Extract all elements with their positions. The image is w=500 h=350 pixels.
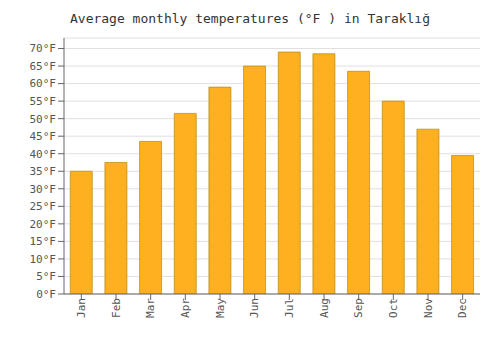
svg-text:25°F: 25°F — [30, 200, 57, 213]
svg-text:Jun: Jun — [248, 298, 261, 318]
svg-text:5°F: 5°F — [36, 270, 56, 283]
svg-text:Apr: Apr — [179, 298, 192, 318]
svg-text:May: May — [214, 298, 227, 318]
html-text:Average monthly temperatures (: Average monthly temperatures (°F ) in Ta… — [70, 11, 430, 26]
svg-text:45°F: 45°F — [30, 130, 57, 143]
svg-text:60°F: 60°F — [30, 77, 57, 90]
svg-text:15°F: 15°F — [30, 235, 57, 248]
svg-text:Nov: Nov — [422, 298, 435, 318]
svg-text:Aug: Aug — [318, 298, 331, 318]
svg-text:30°F: 30°F — [30, 183, 57, 196]
svg-text:40°F: 40°F — [30, 148, 57, 161]
svg-text:65°F: 65°F — [30, 60, 57, 73]
svg-text:70°F: 70°F — [30, 42, 57, 55]
svg-text:Feb: Feb — [110, 298, 123, 318]
svg-text:Oct: Oct — [387, 298, 400, 318]
svg-text:10°F: 10°F — [30, 253, 57, 266]
svg-text:Jul: Jul — [283, 298, 296, 318]
svg-text:Sep: Sep — [352, 298, 365, 318]
svg-text:Jan: Jan — [75, 298, 88, 318]
svg-text:20°F: 20°F — [30, 218, 57, 231]
svg-text:Mar: Mar — [144, 298, 157, 318]
svg-text:50°F: 50°F — [30, 113, 57, 126]
svg-text:Dec: Dec — [456, 298, 469, 318]
svg-text:35°F: 35°F — [30, 165, 57, 178]
svg-text:0°F: 0°F — [36, 288, 56, 301]
svg-text:55°F: 55°F — [30, 95, 57, 108]
